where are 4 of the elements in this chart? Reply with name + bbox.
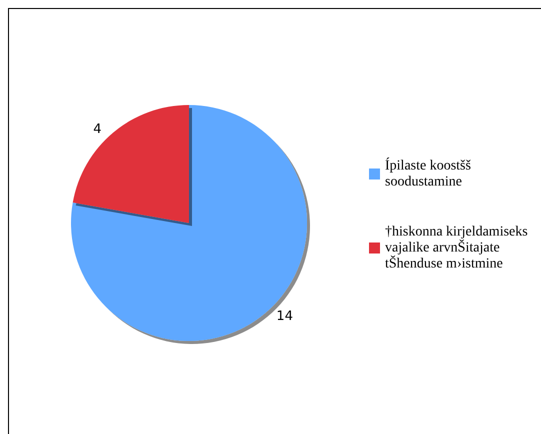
- data-label: 14: [276, 308, 293, 324]
- data-label: 4: [93, 122, 102, 138]
- legend-label: †hiskonna kirjeldamiseks vajalike arvnŠitajate tŠhenduse m›istmine: [385, 224, 532, 272]
- legend-label: Ípilaste koostšš soodustamine: [385, 156, 474, 190]
